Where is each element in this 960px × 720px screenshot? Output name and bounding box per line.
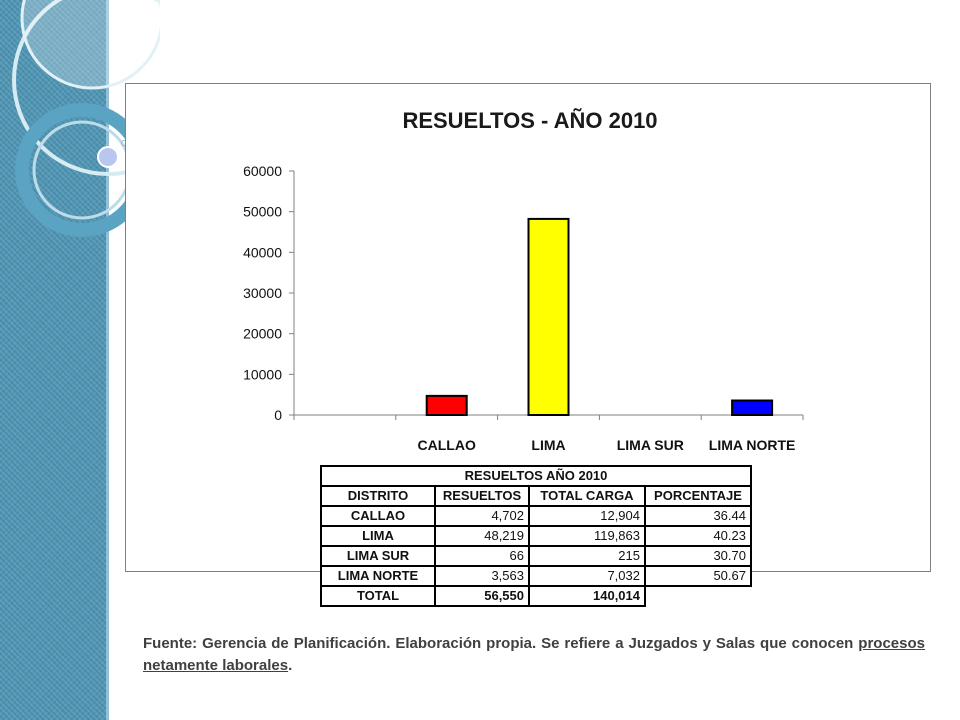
cell-resueltos: 48,219 <box>434 525 530 547</box>
source-note: Fuente: Gerencia de Planificación. Elabo… <box>143 633 925 677</box>
cell-total-carga: 119,863 <box>528 525 646 547</box>
source-note-end: . <box>288 657 293 674</box>
cell-porcentaje: 50.67 <box>644 565 752 587</box>
table-row: LIMA NORTE 3,563 7,032 50.67 <box>320 565 752 587</box>
cell-porcentaje: 36.44 <box>644 505 752 527</box>
cell-porcentaje: 30.70 <box>644 545 752 567</box>
bar-callao <box>425 394 468 417</box>
category-label: CALLAO <box>418 437 476 453</box>
cell-total-label: TOTAL <box>320 585 436 607</box>
results-table: RESUELTOS AÑO 2010 DISTRITO RESUELTOS TO… <box>320 465 752 607</box>
cell-resueltos: 4,702 <box>434 505 530 527</box>
y-tick-label: 40000 <box>243 244 282 260</box>
deco-circle-large <box>12 0 160 176</box>
table-row: LIMA SUR 66 215 30.70 <box>320 545 752 567</box>
category-label: LIMA NORTE <box>709 437 796 453</box>
bar-lima-norte <box>731 399 774 417</box>
cell-total-carga: 7,032 <box>528 565 646 587</box>
header-porcentaje: PORCENTAJE <box>644 485 752 507</box>
y-tick-label: 30000 <box>243 285 282 301</box>
cell-total-resueltos: 56,550 <box>434 585 530 607</box>
chart-title: RESUELTOS - AÑO 2010 <box>402 108 657 133</box>
y-tick-label: 10000 <box>243 366 282 382</box>
cell-distrito: LIMA <box>320 525 436 547</box>
cell-resueltos: 3,563 <box>434 565 530 587</box>
cell-total-carga: 215 <box>528 545 646 567</box>
table-header-row: DISTRITO RESUELTOS TOTAL CARGA PORCENTAJ… <box>320 485 752 507</box>
y-tick-label: 50000 <box>243 204 282 220</box>
cell-total-carga: 12,904 <box>528 505 646 527</box>
deco-dot <box>97 146 119 168</box>
cell-distrito: CALLAO <box>320 505 436 527</box>
side-band-edge <box>106 0 109 720</box>
y-tick-label: 20000 <box>243 326 282 342</box>
category-label: LIMA SUR <box>617 437 684 453</box>
category-label: LIMA <box>531 437 565 453</box>
header-total-carga: TOTAL CARGA <box>528 485 646 507</box>
table-row: CALLAO 4,702 12,904 36.44 <box>320 505 752 527</box>
header-resueltos: RESUELTOS <box>434 485 530 507</box>
table-total-row: TOTAL 56,550 140,014 <box>320 585 751 607</box>
bar-lima <box>527 217 570 416</box>
category-labels: CALLAO LIMA LIMA SUR LIMA NORTE <box>418 437 796 453</box>
y-tick-label: 0 <box>274 407 282 423</box>
cell-total-carga: 140,014 <box>528 585 646 607</box>
cell-distrito: LIMA SUR <box>320 545 436 567</box>
source-note-text: Fuente: Gerencia de Planificación. Elabo… <box>143 635 859 652</box>
table-row: LIMA 48,219 119,863 40.23 <box>320 525 752 547</box>
chart-axes: 0 10000 20000 30000 40000 50000 60000 <box>243 163 804 423</box>
source-note-underlined: procesos netamente laborales <box>143 635 925 674</box>
cell-resueltos: 66 <box>434 545 530 567</box>
cell-distrito: LIMA NORTE <box>320 565 436 587</box>
y-tick-label: 60000 <box>243 163 282 179</box>
cell-empty <box>645 586 751 606</box>
bar-chart: RESUELTOS - AÑO 2010 0 10000 20000 30000 400… <box>243 108 804 453</box>
chart-bars <box>425 217 774 417</box>
header-distrito: DISTRITO <box>320 485 436 507</box>
deco-circle-top <box>20 0 160 90</box>
table-caption-row: RESUELTOS AÑO 2010 <box>320 465 752 487</box>
cell-porcentaje: 40.23 <box>644 525 752 547</box>
table-caption: RESUELTOS AÑO 2010 <box>320 465 752 487</box>
